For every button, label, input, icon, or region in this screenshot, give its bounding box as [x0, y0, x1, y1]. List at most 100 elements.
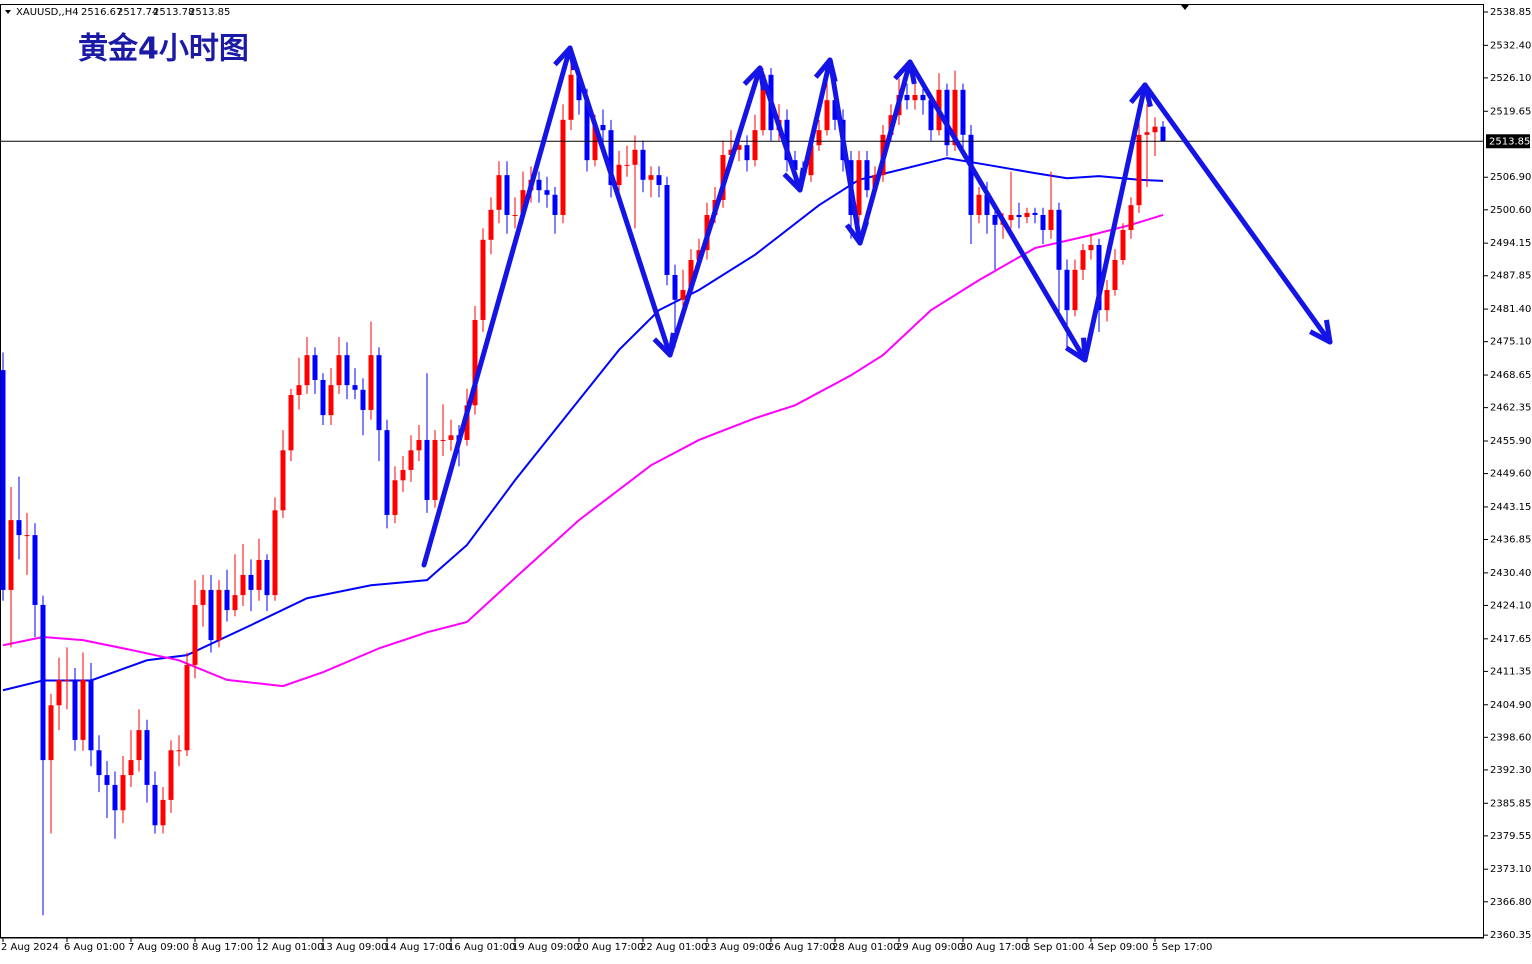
y-tick-label: 2379.55 — [1490, 831, 1531, 842]
x-tick-label: 14 Aug 17:00 — [384, 942, 451, 953]
candle-body — [1088, 244, 1094, 251]
candle-body — [656, 175, 662, 185]
candle-body — [1112, 259, 1118, 290]
x-tick-label: 23 Aug 09:00 — [704, 942, 771, 953]
candle-body — [952, 89, 958, 146]
x-tick-label: 29 Aug 09:00 — [896, 942, 963, 953]
candle-body — [424, 439, 430, 500]
arrow — [421, 45, 577, 568]
x-tick-label: 30 Aug 17:00 — [960, 942, 1027, 953]
y-tick-label: 2411.35 — [1490, 666, 1531, 677]
y-tick-label: 2430.40 — [1490, 568, 1531, 579]
candle-body — [88, 679, 94, 751]
candle-body — [480, 239, 486, 320]
arrow — [797, 57, 838, 193]
candle-body — [376, 355, 382, 431]
x-tick-label: 4 Sep 09:00 — [1088, 942, 1148, 953]
candle-body — [912, 94, 918, 101]
candle-body — [664, 184, 670, 275]
candle-body — [400, 469, 406, 481]
header-open: 2516.67 — [81, 7, 122, 18]
symbol: XAUUSD,,H4 — [16, 7, 79, 18]
candle-body — [16, 520, 22, 536]
candle-body — [488, 209, 494, 240]
y-tick-label: 2373.10 — [1490, 864, 1531, 875]
chart-title: 黄金4小时图 — [78, 32, 249, 67]
x-tick-label: 3 Sep 01:00 — [1024, 942, 1084, 953]
candle-body — [600, 124, 606, 131]
candle-body — [312, 355, 318, 380]
candle-body — [72, 679, 78, 740]
x-tick-label: 2 Aug 2024 — [1, 942, 59, 953]
candle-body — [1128, 205, 1134, 230]
candle-body — [344, 355, 350, 386]
candle-body — [816, 130, 822, 146]
arrow — [827, 57, 870, 246]
candle-body — [648, 175, 654, 180]
candle-body — [360, 389, 366, 410]
candle-body — [200, 589, 206, 605]
candle-body — [128, 760, 134, 776]
candle-body — [120, 775, 126, 811]
candle-body — [472, 319, 478, 406]
candle-body — [544, 190, 550, 195]
arrow — [1142, 82, 1333, 345]
candle-body — [1064, 269, 1070, 311]
y-tick-label: 2392.30 — [1490, 765, 1531, 776]
candle-body — [416, 439, 422, 451]
candle-body — [224, 589, 230, 611]
y-tick-label: 2385.85 — [1490, 798, 1531, 809]
arrow — [567, 45, 676, 358]
candle-body — [536, 179, 542, 191]
candle-body — [80, 679, 86, 740]
y-tick-label: 2449.60 — [1490, 469, 1531, 480]
candle-body — [40, 604, 46, 761]
y-tick-label: 2366.80 — [1490, 897, 1531, 908]
y-tick-label: 2443.15 — [1490, 502, 1531, 513]
candle-body — [1048, 209, 1054, 230]
candle-body — [1160, 126, 1166, 142]
candle-body — [752, 130, 758, 161]
y-tick-label: 2404.90 — [1490, 700, 1531, 711]
candle-body — [520, 190, 526, 215]
header-high: 2517.74 — [117, 7, 158, 18]
candle-body — [208, 589, 214, 641]
candle-body — [832, 100, 838, 120]
candle-body — [680, 289, 686, 300]
y-tick-label: 2500.60 — [1490, 205, 1531, 216]
candle-body — [744, 145, 750, 161]
candle-body — [440, 439, 446, 441]
x-tick-label: 6 Aug 01:00 — [64, 942, 125, 953]
candle-body — [336, 355, 342, 386]
y-tick-label: 2538.85 — [1490, 7, 1531, 18]
candle-body — [824, 100, 830, 131]
candle-body — [1152, 126, 1158, 133]
candle-body — [8, 520, 14, 590]
y-tick-label: 2519.65 — [1490, 106, 1531, 117]
candle-body — [584, 100, 590, 161]
candle-body — [168, 750, 174, 800]
y-tick-label: 2532.40 — [1490, 40, 1531, 51]
candle-body — [632, 149, 638, 165]
candle-body — [1016, 214, 1022, 218]
plot-frame — [0, 4, 1484, 938]
candle-body — [232, 595, 238, 611]
candle-body — [568, 74, 574, 120]
candle-body — [968, 134, 974, 215]
candle-body — [304, 355, 310, 386]
candle-body — [608, 130, 614, 185]
candle-body — [808, 145, 814, 176]
candle-body — [296, 385, 302, 395]
candle-body — [1032, 212, 1038, 215]
candle-body — [720, 154, 726, 200]
candle-body — [264, 559, 270, 596]
candle-body — [736, 145, 742, 150]
candle-body — [1144, 132, 1150, 135]
header-close: 2513.85 — [189, 7, 230, 18]
candle-body — [928, 100, 934, 131]
y-tick-label: 2487.85 — [1490, 271, 1531, 282]
candle-body — [688, 259, 694, 290]
y-tick-label: 2455.90 — [1490, 436, 1531, 447]
y-tick-label: 2462.35 — [1490, 403, 1531, 414]
x-tick-label: 19 Aug 09:00 — [512, 942, 579, 953]
